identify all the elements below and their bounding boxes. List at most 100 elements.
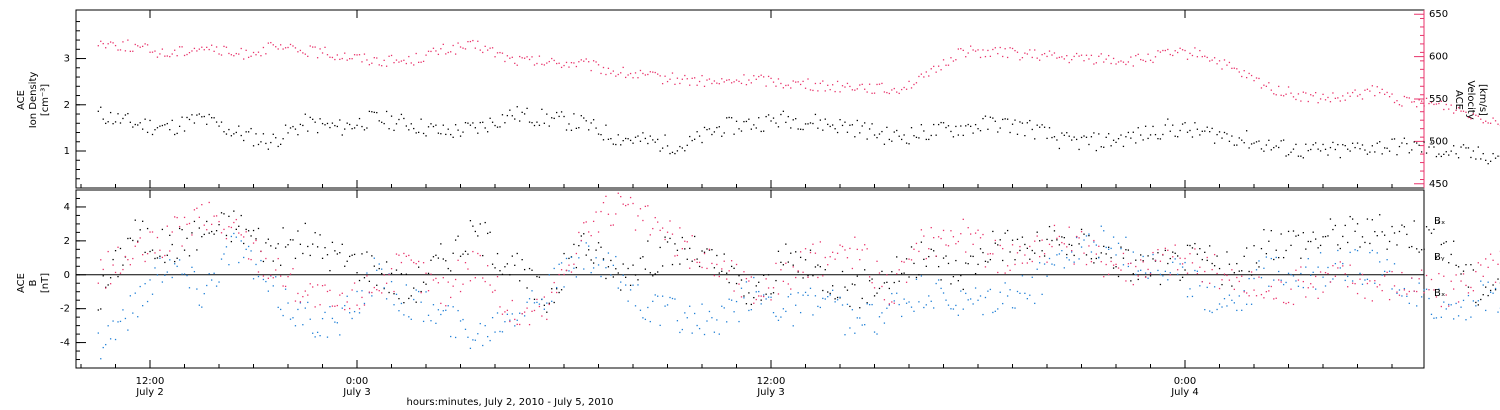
velocity-series-point bbox=[1416, 106, 1417, 107]
velocity-series-point bbox=[356, 54, 357, 55]
b-field-series-1-point bbox=[1061, 250, 1062, 251]
b-field-series-2-point bbox=[1460, 280, 1461, 281]
density-series-point bbox=[280, 144, 281, 145]
density-series-point bbox=[524, 113, 525, 114]
b-field-series-2-point bbox=[218, 221, 219, 222]
b-field-series-0-point bbox=[1465, 264, 1466, 265]
b-field-series-1-point bbox=[788, 296, 789, 297]
velocity-series-point bbox=[1485, 121, 1486, 122]
velocity-series-point bbox=[1192, 55, 1193, 56]
b-field-series-0-point bbox=[337, 253, 338, 254]
velocity-series-point bbox=[1175, 50, 1176, 51]
b-field-series-2-point bbox=[918, 251, 919, 252]
b-field-series-0-point bbox=[186, 238, 187, 239]
b-field-series-0-point bbox=[608, 266, 609, 267]
velocity-series-point bbox=[1330, 101, 1331, 102]
b-field-series-2-point bbox=[1285, 303, 1286, 304]
density-series-point bbox=[228, 129, 229, 130]
density-series-point bbox=[1443, 154, 1444, 155]
b-field-series-1-point bbox=[541, 299, 542, 300]
b-field-series-1-point bbox=[714, 332, 715, 333]
density-series-point bbox=[258, 144, 259, 145]
b-field-series-2-point bbox=[1120, 269, 1121, 270]
b-field-series-1-point bbox=[374, 258, 375, 259]
b-field-series-2-point bbox=[684, 241, 685, 242]
b-field-series-1-point bbox=[517, 320, 518, 321]
density-series-point bbox=[578, 127, 579, 128]
density-series-point bbox=[844, 122, 845, 123]
b-field-series-1-point bbox=[1327, 267, 1328, 268]
b-field-series-0-point bbox=[1322, 236, 1323, 237]
b-field-series-2-point bbox=[1167, 250, 1168, 251]
b-field-series-2-point bbox=[773, 287, 774, 288]
velocity-series-point bbox=[204, 49, 205, 50]
b-field-series-1-point bbox=[255, 264, 256, 265]
b-field-series-2-point bbox=[1288, 302, 1289, 303]
b-field-series-1-point bbox=[1473, 300, 1474, 301]
velocity-series-point bbox=[1184, 50, 1185, 51]
b-field-series-1-point bbox=[241, 240, 242, 241]
b-field-series-0-point bbox=[1199, 248, 1200, 249]
b-field-series-1-point bbox=[1276, 257, 1277, 258]
density-series-point bbox=[1273, 147, 1274, 148]
b-field-series-1-point bbox=[1147, 278, 1148, 279]
velocity-series-point bbox=[1335, 98, 1336, 99]
b-field-series-0-point bbox=[679, 263, 680, 264]
b-field-series-2-point bbox=[1177, 269, 1178, 270]
density-series-point bbox=[1303, 157, 1304, 158]
b-field-series-0-point bbox=[620, 289, 621, 290]
density-series-point bbox=[1290, 152, 1291, 153]
b-field-series-2-point bbox=[278, 258, 279, 259]
velocity-series-point bbox=[849, 86, 850, 87]
b-field-series-1-point bbox=[1113, 236, 1114, 237]
b-field-series-2-point bbox=[1022, 263, 1023, 264]
b-field-series-1-point bbox=[127, 329, 128, 330]
b-field-series-0-point bbox=[1074, 255, 1075, 256]
velocity-series-point bbox=[300, 50, 301, 51]
velocity-series-point bbox=[1492, 117, 1493, 118]
density-series-point bbox=[1224, 132, 1225, 133]
density-series-point bbox=[384, 123, 385, 124]
b-field-series-0-point bbox=[578, 245, 579, 246]
velocity-series-point bbox=[657, 73, 658, 74]
b-field-series-0-point bbox=[1298, 235, 1299, 236]
velocity-series-point bbox=[216, 46, 217, 47]
b-field-series-0-point bbox=[1061, 236, 1062, 237]
b-field-series-0-point bbox=[1391, 226, 1392, 227]
velocity-series-point bbox=[1303, 92, 1304, 93]
density-series-point bbox=[972, 132, 973, 133]
velocity-series-point bbox=[334, 59, 335, 60]
velocity-series-point bbox=[1436, 103, 1437, 104]
b-field-series-0-point bbox=[526, 287, 527, 288]
density-series-point bbox=[177, 133, 178, 134]
density-series-point bbox=[1258, 140, 1259, 141]
b-field-series-0-point bbox=[1046, 239, 1047, 240]
velocity-series-point bbox=[450, 51, 451, 52]
b-field-series-1-point bbox=[310, 319, 311, 320]
b-field-series-0-point bbox=[529, 268, 530, 269]
velocity-series-point bbox=[864, 89, 865, 90]
density-series-point bbox=[660, 150, 661, 151]
velocity-series-point bbox=[1118, 61, 1119, 62]
b-field-series-1-point bbox=[770, 297, 771, 298]
velocity-series-point bbox=[595, 61, 596, 62]
b-field-series-1-point bbox=[529, 298, 530, 299]
density-series-point bbox=[576, 128, 577, 129]
b-field-series-1-point bbox=[223, 253, 224, 254]
density-series-point bbox=[1064, 135, 1065, 136]
b-field-series-2-point bbox=[834, 259, 835, 260]
b-field-series-2-point bbox=[1226, 275, 1227, 276]
density-series-point bbox=[1288, 154, 1289, 155]
b-field-series-0-point bbox=[790, 253, 791, 254]
velocity-series-point bbox=[958, 48, 959, 49]
b-field-series-2-point bbox=[1194, 248, 1195, 249]
b-field-series-1-point bbox=[696, 325, 697, 326]
b-field-series-0-point bbox=[874, 295, 875, 296]
b-field-series-1-point bbox=[1384, 271, 1385, 272]
density-series-point bbox=[958, 134, 959, 135]
b-field-series-0-point bbox=[403, 302, 404, 303]
density-series-point bbox=[1411, 149, 1412, 150]
b-field-series-2-point bbox=[1135, 266, 1136, 267]
b-field-series-1-point bbox=[1396, 293, 1397, 294]
b-field-series-0-point bbox=[960, 275, 961, 276]
